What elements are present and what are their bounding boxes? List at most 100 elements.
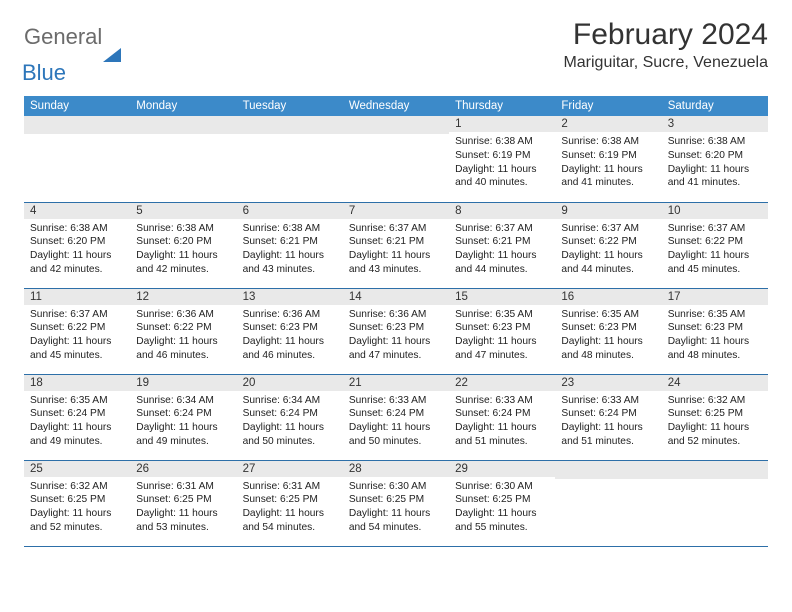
day-info: Sunrise: 6:35 AMSunset: 6:23 PMDaylight:… bbox=[662, 305, 768, 367]
day-info-line: and 51 minutes. bbox=[561, 435, 655, 449]
day-info-line: Sunrise: 6:31 AM bbox=[136, 480, 230, 494]
day-info: Sunrise: 6:38 AMSunset: 6:20 PMDaylight:… bbox=[24, 219, 130, 281]
day-number: 15 bbox=[449, 289, 555, 305]
day-cell bbox=[555, 460, 661, 546]
week-row: 11Sunrise: 6:37 AMSunset: 6:22 PMDayligh… bbox=[24, 288, 768, 374]
day-cell: 7Sunrise: 6:37 AMSunset: 6:21 PMDaylight… bbox=[343, 202, 449, 288]
day-info-line: Sunset: 6:24 PM bbox=[455, 407, 549, 421]
day-number: 3 bbox=[662, 116, 768, 132]
day-info-line: Sunrise: 6:36 AM bbox=[349, 308, 443, 322]
day-number: 7 bbox=[343, 203, 449, 219]
day-info-line: Sunrise: 6:35 AM bbox=[30, 394, 124, 408]
day-header: Saturday bbox=[662, 96, 768, 116]
day-info: Sunrise: 6:30 AMSunset: 6:25 PMDaylight:… bbox=[343, 477, 449, 539]
day-cell: 29Sunrise: 6:30 AMSunset: 6:25 PMDayligh… bbox=[449, 460, 555, 546]
day-info-line: Daylight: 11 hours bbox=[455, 249, 549, 263]
day-number: 24 bbox=[662, 375, 768, 391]
day-cell: 27Sunrise: 6:31 AMSunset: 6:25 PMDayligh… bbox=[237, 460, 343, 546]
day-info-line: Sunrise: 6:33 AM bbox=[561, 394, 655, 408]
day-info-line: Sunset: 6:24 PM bbox=[561, 407, 655, 421]
day-info-line: Sunrise: 6:36 AM bbox=[136, 308, 230, 322]
day-info-line: and 45 minutes. bbox=[668, 263, 762, 277]
day-info-line: Sunset: 6:24 PM bbox=[243, 407, 337, 421]
day-info: Sunrise: 6:37 AMSunset: 6:22 PMDaylight:… bbox=[24, 305, 130, 367]
day-info-line: Sunrise: 6:34 AM bbox=[136, 394, 230, 408]
day-info-line: and 44 minutes. bbox=[455, 263, 549, 277]
page-header: General Blue February 2024 Mariguitar, S… bbox=[24, 18, 768, 86]
day-info-line: Daylight: 11 hours bbox=[455, 507, 549, 521]
day-info-line: and 41 minutes. bbox=[561, 176, 655, 190]
day-info-line: and 54 minutes. bbox=[349, 521, 443, 535]
day-info: Sunrise: 6:33 AMSunset: 6:24 PMDaylight:… bbox=[449, 391, 555, 453]
day-info-line: Sunrise: 6:36 AM bbox=[243, 308, 337, 322]
day-info: Sunrise: 6:31 AMSunset: 6:25 PMDaylight:… bbox=[237, 477, 343, 539]
week-row: 1Sunrise: 6:38 AMSunset: 6:19 PMDaylight… bbox=[24, 116, 768, 202]
day-info-line: and 55 minutes. bbox=[455, 521, 549, 535]
day-cell: 5Sunrise: 6:38 AMSunset: 6:20 PMDaylight… bbox=[130, 202, 236, 288]
day-cell: 13Sunrise: 6:36 AMSunset: 6:23 PMDayligh… bbox=[237, 288, 343, 374]
day-cell: 12Sunrise: 6:36 AMSunset: 6:22 PMDayligh… bbox=[130, 288, 236, 374]
day-number: 29 bbox=[449, 461, 555, 477]
day-info-line: Daylight: 11 hours bbox=[561, 249, 655, 263]
day-header: Thursday bbox=[449, 96, 555, 116]
day-info-line: Daylight: 11 hours bbox=[455, 421, 549, 435]
day-info-line: and 48 minutes. bbox=[561, 349, 655, 363]
day-info-line: Daylight: 11 hours bbox=[455, 335, 549, 349]
day-info-line: Daylight: 11 hours bbox=[668, 421, 762, 435]
day-info: Sunrise: 6:38 AMSunset: 6:21 PMDaylight:… bbox=[237, 219, 343, 281]
day-info-line: and 49 minutes. bbox=[30, 435, 124, 449]
day-info-line: Sunrise: 6:37 AM bbox=[349, 222, 443, 236]
day-header: Tuesday bbox=[237, 96, 343, 116]
day-info-line: and 43 minutes. bbox=[349, 263, 443, 277]
day-info-line: Daylight: 11 hours bbox=[243, 249, 337, 263]
day-info-line: Sunset: 6:23 PM bbox=[243, 321, 337, 335]
day-info: Sunrise: 6:37 AMSunset: 6:21 PMDaylight:… bbox=[449, 219, 555, 281]
day-info: Sunrise: 6:30 AMSunset: 6:25 PMDaylight:… bbox=[449, 477, 555, 539]
day-info-line: and 52 minutes. bbox=[668, 435, 762, 449]
day-info-line: Sunrise: 6:38 AM bbox=[561, 135, 655, 149]
day-info-line: and 46 minutes. bbox=[136, 349, 230, 363]
day-number: 9 bbox=[555, 203, 661, 219]
day-info-line: Sunset: 6:24 PM bbox=[30, 407, 124, 421]
day-info-line: Sunrise: 6:30 AM bbox=[349, 480, 443, 494]
day-cell: 1Sunrise: 6:38 AMSunset: 6:19 PMDaylight… bbox=[449, 116, 555, 202]
day-info-line: Sunset: 6:23 PM bbox=[561, 321, 655, 335]
day-number: 23 bbox=[555, 375, 661, 391]
day-info-line: Sunrise: 6:38 AM bbox=[668, 135, 762, 149]
day-info-line: and 51 minutes. bbox=[455, 435, 549, 449]
day-number: 1 bbox=[449, 116, 555, 132]
empty-day bbox=[24, 116, 130, 134]
day-info-line: Sunset: 6:23 PM bbox=[349, 321, 443, 335]
day-info: Sunrise: 6:38 AMSunset: 6:20 PMDaylight:… bbox=[662, 132, 768, 194]
day-info-line: and 54 minutes. bbox=[243, 521, 337, 535]
day-info-line: Sunset: 6:25 PM bbox=[668, 407, 762, 421]
day-info-line: Sunset: 6:21 PM bbox=[349, 235, 443, 249]
day-cell bbox=[662, 460, 768, 546]
day-info-line: Sunset: 6:24 PM bbox=[136, 407, 230, 421]
day-info-line: Daylight: 11 hours bbox=[30, 507, 124, 521]
day-info: Sunrise: 6:35 AMSunset: 6:23 PMDaylight:… bbox=[449, 305, 555, 367]
day-info: Sunrise: 6:34 AMSunset: 6:24 PMDaylight:… bbox=[237, 391, 343, 453]
day-info: Sunrise: 6:35 AMSunset: 6:23 PMDaylight:… bbox=[555, 305, 661, 367]
day-cell: 20Sunrise: 6:34 AMSunset: 6:24 PMDayligh… bbox=[237, 374, 343, 460]
day-info-line: Sunrise: 6:30 AM bbox=[455, 480, 549, 494]
day-info-line: Sunrise: 6:38 AM bbox=[30, 222, 124, 236]
day-cell: 21Sunrise: 6:33 AMSunset: 6:24 PMDayligh… bbox=[343, 374, 449, 460]
day-info-line: Sunset: 6:25 PM bbox=[243, 493, 337, 507]
day-number: 17 bbox=[662, 289, 768, 305]
day-cell: 6Sunrise: 6:38 AMSunset: 6:21 PMDaylight… bbox=[237, 202, 343, 288]
day-header: Sunday bbox=[24, 96, 130, 116]
brand-part1: General bbox=[24, 24, 102, 49]
day-info-line: and 50 minutes. bbox=[243, 435, 337, 449]
month-title: February 2024 bbox=[563, 18, 768, 52]
day-info-line: and 44 minutes. bbox=[561, 263, 655, 277]
day-info-line: Sunset: 6:19 PM bbox=[561, 149, 655, 163]
day-info-line: Sunset: 6:22 PM bbox=[668, 235, 762, 249]
day-number: 14 bbox=[343, 289, 449, 305]
day-info-line: Sunset: 6:20 PM bbox=[136, 235, 230, 249]
day-number: 10 bbox=[662, 203, 768, 219]
day-info: Sunrise: 6:37 AMSunset: 6:22 PMDaylight:… bbox=[662, 219, 768, 281]
day-info-line: Sunset: 6:21 PM bbox=[455, 235, 549, 249]
day-info-line: Sunset: 6:20 PM bbox=[30, 235, 124, 249]
day-cell bbox=[130, 116, 236, 202]
